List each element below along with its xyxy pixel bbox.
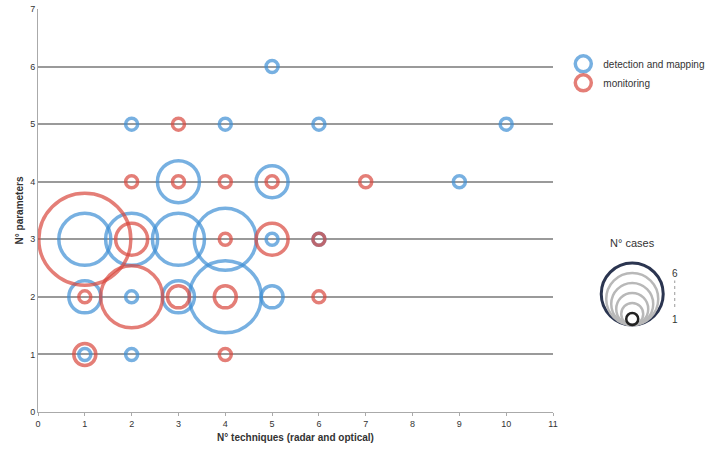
svg-text:10: 10 bbox=[501, 419, 511, 429]
svg-text:6: 6 bbox=[672, 268, 678, 279]
svg-text:5: 5 bbox=[270, 419, 275, 429]
svg-text:8: 8 bbox=[410, 419, 415, 429]
svg-text:11: 11 bbox=[548, 419, 557, 429]
svg-text:0: 0 bbox=[30, 407, 35, 417]
svg-text:4: 4 bbox=[30, 177, 35, 187]
svg-text:1: 1 bbox=[30, 350, 35, 360]
svg-text:6: 6 bbox=[30, 62, 35, 72]
svg-text:N° parameters: N° parameters bbox=[14, 176, 25, 244]
svg-text:1: 1 bbox=[672, 314, 678, 325]
svg-text:N° cases: N° cases bbox=[610, 237, 655, 249]
svg-text:4: 4 bbox=[223, 419, 228, 429]
svg-text:7: 7 bbox=[363, 419, 368, 429]
svg-text:monitoring: monitoring bbox=[603, 78, 650, 89]
svg-text:6: 6 bbox=[316, 419, 321, 429]
svg-text:9: 9 bbox=[457, 419, 462, 429]
svg-text:detection and mapping: detection and mapping bbox=[603, 59, 704, 70]
svg-text:0: 0 bbox=[35, 419, 40, 429]
svg-text:5: 5 bbox=[30, 119, 35, 129]
svg-text:3: 3 bbox=[30, 234, 35, 244]
svg-text:2: 2 bbox=[129, 419, 134, 429]
svg-text:7: 7 bbox=[30, 4, 35, 14]
svg-text:2: 2 bbox=[30, 292, 35, 302]
svg-text:3: 3 bbox=[176, 419, 181, 429]
svg-text:N° techniques (radar and optic: N° techniques (radar and optical) bbox=[217, 432, 374, 443]
svg-text:1: 1 bbox=[82, 419, 87, 429]
